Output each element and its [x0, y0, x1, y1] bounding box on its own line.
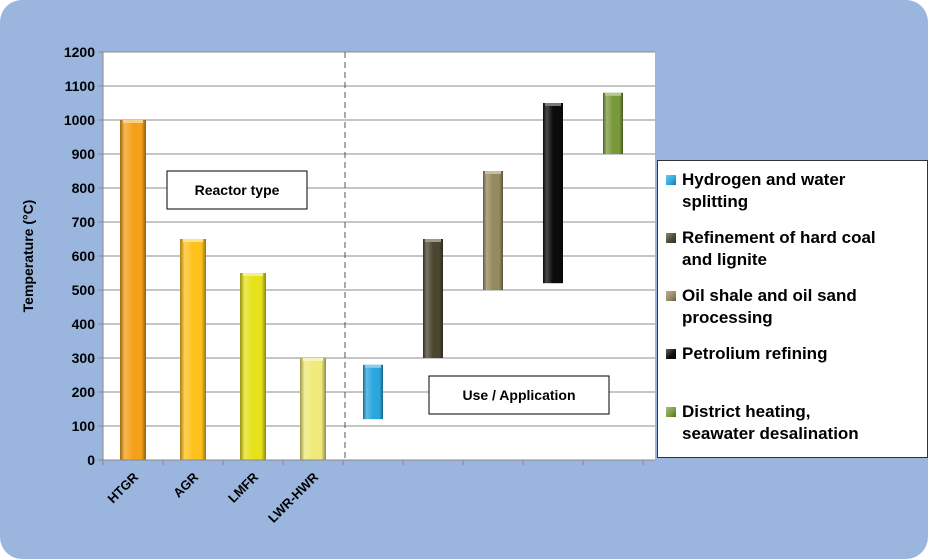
legend-swatch [666, 175, 676, 185]
bar-top-bevel [485, 171, 501, 174]
y-tick-label: 1200 [64, 44, 95, 60]
legend-label: Oil shale and oil sand [682, 286, 857, 305]
bar-top-bevel [123, 120, 143, 123]
legend-label: District heating, [682, 402, 811, 421]
bar-top-bevel [243, 273, 263, 276]
y-tick-label: 800 [72, 180, 96, 196]
bar-top-bevel [183, 239, 203, 242]
legend-swatch [666, 349, 676, 359]
reactor-bar [240, 273, 266, 460]
y-tick-label: 600 [72, 248, 96, 264]
legend-label: Petrolium refining [682, 344, 828, 363]
y-tick-label: 400 [72, 316, 96, 332]
x-tick-label: LWR-HWR [265, 469, 321, 525]
y-tick-label: 200 [72, 384, 96, 400]
bar-top-bevel [303, 358, 323, 361]
application-range-bar [603, 92, 623, 154]
reactor-type-label: Reactor type [195, 182, 280, 198]
legend-swatch [666, 407, 676, 417]
y-tick-label: 300 [72, 350, 96, 366]
bar-top-bevel [425, 239, 441, 242]
bar-top-bevel [605, 92, 621, 96]
x-tick-label: LMFR [225, 469, 262, 506]
y-tick-label: 1000 [64, 112, 95, 128]
x-tick-label: AGR [170, 469, 201, 500]
bar-top-bevel [545, 103, 561, 106]
legend-label-cont: splitting [682, 192, 749, 211]
reactor-type-box: Reactor type [166, 170, 308, 210]
legend-swatch [666, 233, 676, 243]
legend-swatch [666, 291, 676, 301]
application-range-bar [363, 364, 383, 420]
application-range-bar [423, 239, 443, 358]
y-tick-label: 0 [87, 452, 95, 468]
y-tick-label: 100 [72, 418, 96, 434]
application-range-bar [543, 103, 563, 284]
bar-top-bevel [365, 364, 381, 368]
reactor-bar [300, 358, 326, 460]
legend-label-cont: seawater desalination [682, 424, 859, 443]
legend-label-cont: processing [682, 308, 773, 327]
legend: Hydrogen and water splitting Refinement … [657, 160, 928, 458]
y-tick-label: 500 [72, 282, 96, 298]
reactor-bar [120, 120, 146, 460]
x-tick-label: HTGR [104, 469, 141, 506]
application-label: Use / Application [462, 387, 575, 403]
legend-label: Refinement of hard coal [682, 228, 876, 247]
y-tick-label: 900 [72, 146, 96, 162]
legend-label: Hydrogen and water [682, 170, 846, 189]
application-box: Use / Application [428, 375, 610, 415]
application-range-bar [483, 171, 503, 290]
y-tick-label: 1100 [65, 78, 96, 94]
reactor-bar [180, 239, 206, 460]
y-tick-label: 700 [72, 214, 96, 230]
y-axis-title: Temperature (°C) [20, 200, 36, 313]
legend-label-cont: and lignite [682, 250, 767, 269]
